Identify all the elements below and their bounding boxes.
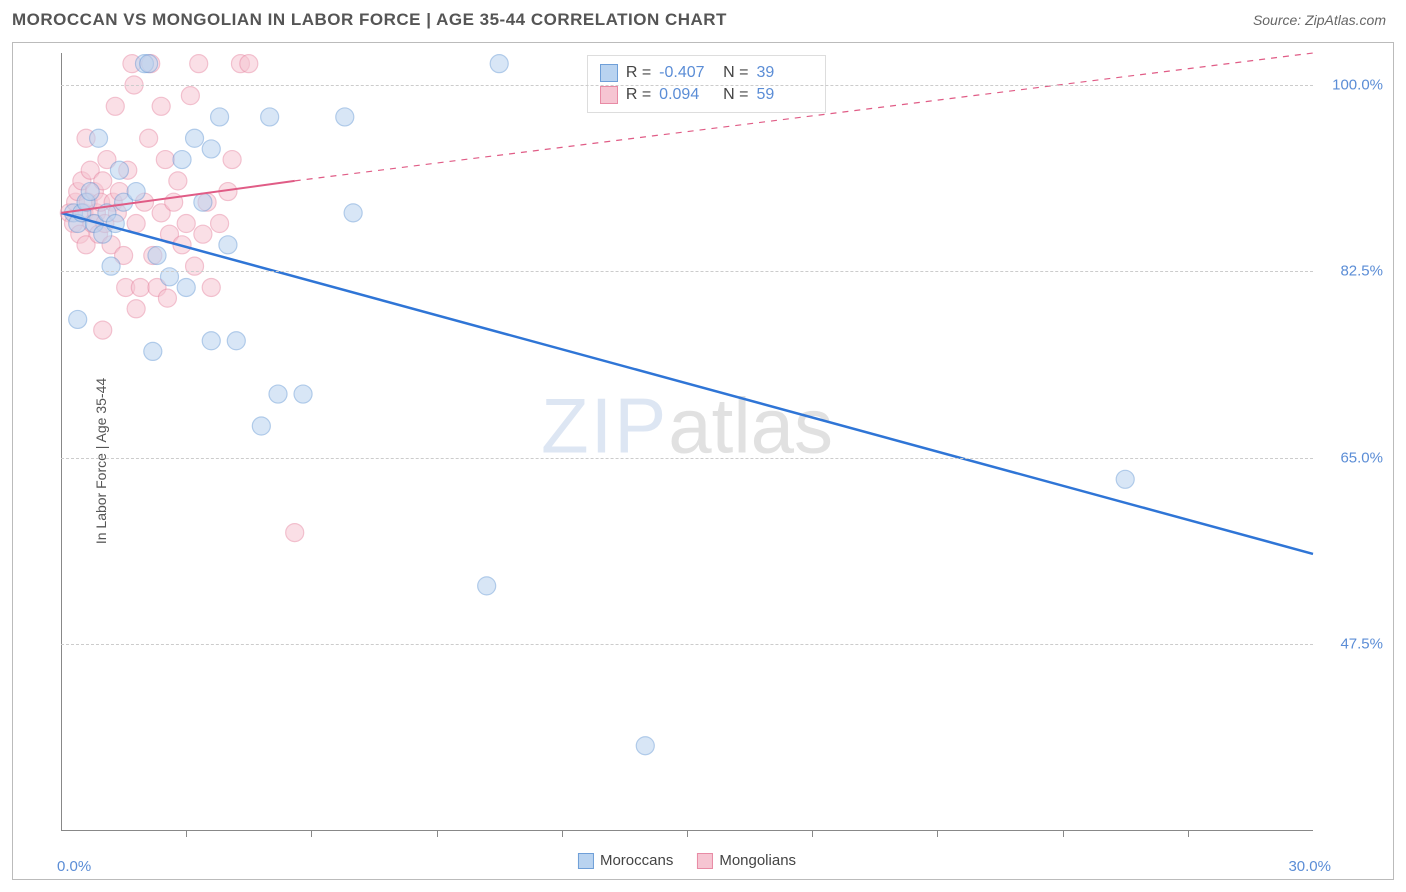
point-mongolians [127,215,145,233]
legend-bottom: Moroccans Mongolians [578,852,796,869]
stats-r-label: R = [626,86,651,104]
point-mongolians [156,151,174,169]
x-tick [1188,831,1189,837]
point-moroccans [1116,470,1134,488]
point-moroccans [211,108,229,126]
chart-title: MOROCCAN VS MONGOLIAN IN LABOR FORCE | A… [12,10,727,30]
stats-swatch-moroccans [600,64,618,82]
point-mongolians [158,289,176,307]
stats-n-label: N = [723,86,748,104]
point-moroccans [202,140,220,158]
x-tick [311,831,312,837]
point-moroccans [177,278,195,296]
legend-label-moroccans: Moroccans [600,852,673,869]
gridline-h [61,644,1313,645]
point-mongolians [194,225,212,243]
stats-n-label: N = [723,64,748,82]
legend-swatch-mongolians [697,853,713,869]
point-mongolians [211,215,229,233]
point-moroccans [194,193,212,211]
point-moroccans [140,55,158,73]
y-tick-label: 65.0% [1340,449,1383,466]
plot-area: ZIPatlas R = -0.407 N = 39 R = 0.094 N =… [61,53,1313,831]
point-mongolians [127,300,145,318]
legend-item-mongolians: Mongolians [697,852,796,869]
stats-row-moroccans: R = -0.407 N = 39 [600,62,813,84]
y-tick-label: 100.0% [1332,76,1383,93]
point-mongolians [286,524,304,542]
stats-r-mongolians: 0.094 [659,86,715,104]
point-mongolians [140,129,158,147]
point-mongolians [202,278,220,296]
point-moroccans [336,108,354,126]
legend-label-mongolians: Mongolians [719,852,796,869]
y-tick-label: 47.5% [1340,636,1383,653]
legend-item-moroccans: Moroccans [578,852,673,869]
gridline-h [61,85,1313,86]
x-tick [687,831,688,837]
point-moroccans [252,417,270,435]
stats-n-mongolians: 59 [757,86,813,104]
point-mongolians [106,97,124,115]
stats-r-label: R = [626,64,651,82]
x-tick [186,831,187,837]
point-mongolians [169,172,187,190]
stats-swatch-mongolians [600,86,618,104]
point-mongolians [94,321,112,339]
x-tick [437,831,438,837]
point-mongolians [177,215,195,233]
x-tick [1063,831,1064,837]
stats-row-mongolians: R = 0.094 N = 59 [600,84,813,106]
point-moroccans [148,246,166,264]
y-tick-label: 82.5% [1340,263,1383,280]
point-moroccans [636,737,654,755]
x-min-label: 0.0% [57,858,91,875]
point-moroccans [478,577,496,595]
chart-source: Source: ZipAtlas.com [1253,12,1386,28]
chart-header: MOROCCAN VS MONGOLIAN IN LABOR FORCE | A… [0,0,1406,40]
x-max-label: 30.0% [1288,858,1331,875]
x-tick [937,831,938,837]
chart-container: In Labor Force | Age 35-44 ZIPatlas R = … [12,42,1394,880]
point-moroccans [186,129,204,147]
point-mongolians [131,278,149,296]
x-tick [812,831,813,837]
legend-swatch-moroccans [578,853,594,869]
point-mongolians [190,55,208,73]
point-mongolians [223,151,241,169]
point-mongolians [181,87,199,105]
point-moroccans [344,204,362,222]
point-moroccans [144,342,162,360]
point-moroccans [269,385,287,403]
point-moroccans [490,55,508,73]
point-moroccans [227,332,245,350]
point-mongolians [152,97,170,115]
gridline-h [61,271,1313,272]
point-mongolians [240,55,258,73]
point-moroccans [90,129,108,147]
stats-n-moroccans: 39 [757,64,813,82]
x-tick [562,831,563,837]
point-moroccans [261,108,279,126]
plot-svg [61,53,1313,831]
point-moroccans [294,385,312,403]
point-moroccans [202,332,220,350]
point-moroccans [81,183,99,201]
point-moroccans [219,236,237,254]
trendline-moroccans [61,213,1313,554]
gridline-h [61,458,1313,459]
point-moroccans [110,161,128,179]
point-moroccans [173,151,191,169]
stats-r-moroccans: -0.407 [659,64,715,82]
point-moroccans [127,183,145,201]
point-moroccans [69,310,87,328]
